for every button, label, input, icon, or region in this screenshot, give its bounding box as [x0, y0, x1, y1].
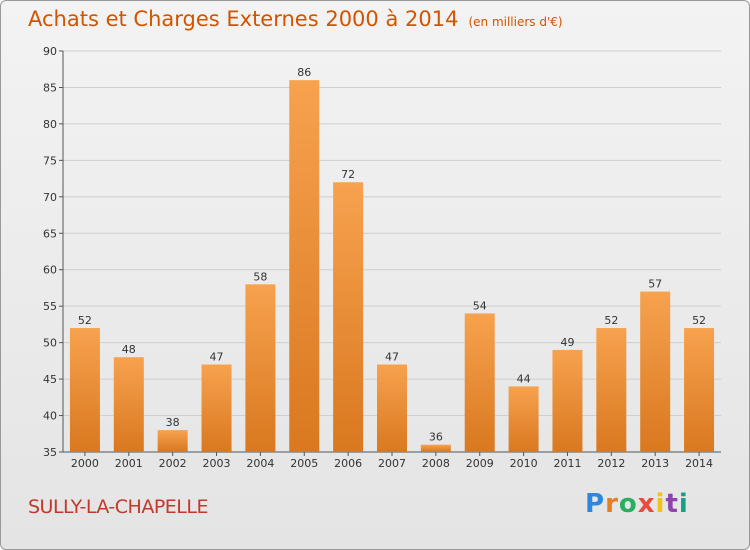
bar — [113, 357, 144, 452]
x-tick-label: 2006 — [334, 457, 362, 470]
x-tick-label: 2001 — [115, 457, 143, 470]
y-tick-label: 45 — [43, 373, 57, 386]
x-tick-label: 2009 — [466, 457, 494, 470]
bar — [245, 284, 276, 452]
logo-letter: i — [655, 489, 666, 519]
bar-value-label: 36 — [429, 431, 443, 444]
x-tick-label: 2014 — [685, 457, 713, 470]
bar-value-label: 58 — [253, 270, 267, 283]
y-tick-label: 85 — [43, 81, 57, 94]
logo-letter: o — [618, 489, 638, 519]
x-tick-label: 2011 — [553, 457, 581, 470]
logo-letter: r — [605, 489, 619, 519]
chart-title-text: Achats et Charges Externes 2000 à 2014 — [28, 7, 459, 31]
bar-value-label: 38 — [166, 416, 180, 429]
y-tick-label: 80 — [43, 118, 57, 131]
proxiti-logo: Proxiti — [585, 489, 689, 519]
bar — [289, 80, 320, 452]
bar-value-label: 52 — [604, 314, 618, 327]
y-tick-label: 65 — [43, 227, 57, 240]
bar-value-label: 57 — [648, 278, 662, 291]
bar-value-label: 49 — [560, 336, 574, 349]
logo-letter: x — [637, 489, 656, 519]
x-tick-label: 2004 — [246, 457, 274, 470]
bar — [333, 182, 364, 452]
y-tick-label: 75 — [43, 154, 57, 167]
bar-value-label: 72 — [341, 168, 355, 181]
bar-value-label: 47 — [385, 351, 399, 364]
y-tick-label: 90 — [43, 45, 57, 58]
bar-value-label: 86 — [297, 66, 311, 79]
x-tick-label: 2005 — [290, 457, 318, 470]
bar — [201, 364, 232, 452]
bar — [640, 291, 671, 452]
bar — [69, 328, 100, 452]
bar-value-label: 44 — [517, 372, 531, 385]
bar — [552, 349, 583, 452]
bar — [464, 313, 495, 452]
chart-title: Achats et Charges Externes 2000 à 2014 (e… — [28, 7, 563, 31]
bar-value-label: 47 — [210, 351, 224, 364]
bar — [377, 364, 407, 452]
x-tick-label: 2000 — [71, 457, 99, 470]
y-tick-label: 70 — [43, 191, 57, 204]
y-tick-label: 50 — [43, 337, 57, 350]
label-layer: 52 48 38 47 58 86 72 47 36 54 44 49 52 57 52 — [78, 66, 706, 444]
x-tick-label: 2003 — [203, 457, 231, 470]
x-tick-label: 2013 — [641, 457, 669, 470]
bar-layer — [69, 80, 715, 452]
bar — [684, 328, 715, 452]
logo-letter: i — [678, 489, 689, 519]
logo-letter: P — [585, 489, 606, 519]
bar-value-label: 52 — [78, 314, 92, 327]
x-tick-label: 2007 — [378, 457, 406, 470]
x-tick-label: 2012 — [597, 457, 625, 470]
y-tick-label: 60 — [43, 264, 57, 277]
x-tick-label: 2002 — [159, 457, 187, 470]
y-tick-label: 40 — [43, 410, 57, 423]
x-tick-label: 2010 — [510, 457, 538, 470]
x-tick-label: 2008 — [422, 457, 450, 470]
bar-value-label: 52 — [692, 314, 706, 327]
bar-value-label: 54 — [473, 299, 487, 312]
bar — [508, 386, 539, 452]
bar — [596, 328, 627, 452]
bar-value-label: 48 — [122, 343, 136, 356]
commune-name: SULLY-LA-CHAPELLE — [28, 496, 208, 518]
bar — [157, 430, 188, 452]
logo-letter: t — [665, 489, 679, 519]
y-tick-label: 35 — [43, 446, 57, 459]
bar — [420, 444, 451, 452]
chart-unit: (en milliers d'€) — [468, 15, 563, 29]
y-tick-label: 55 — [43, 300, 57, 313]
